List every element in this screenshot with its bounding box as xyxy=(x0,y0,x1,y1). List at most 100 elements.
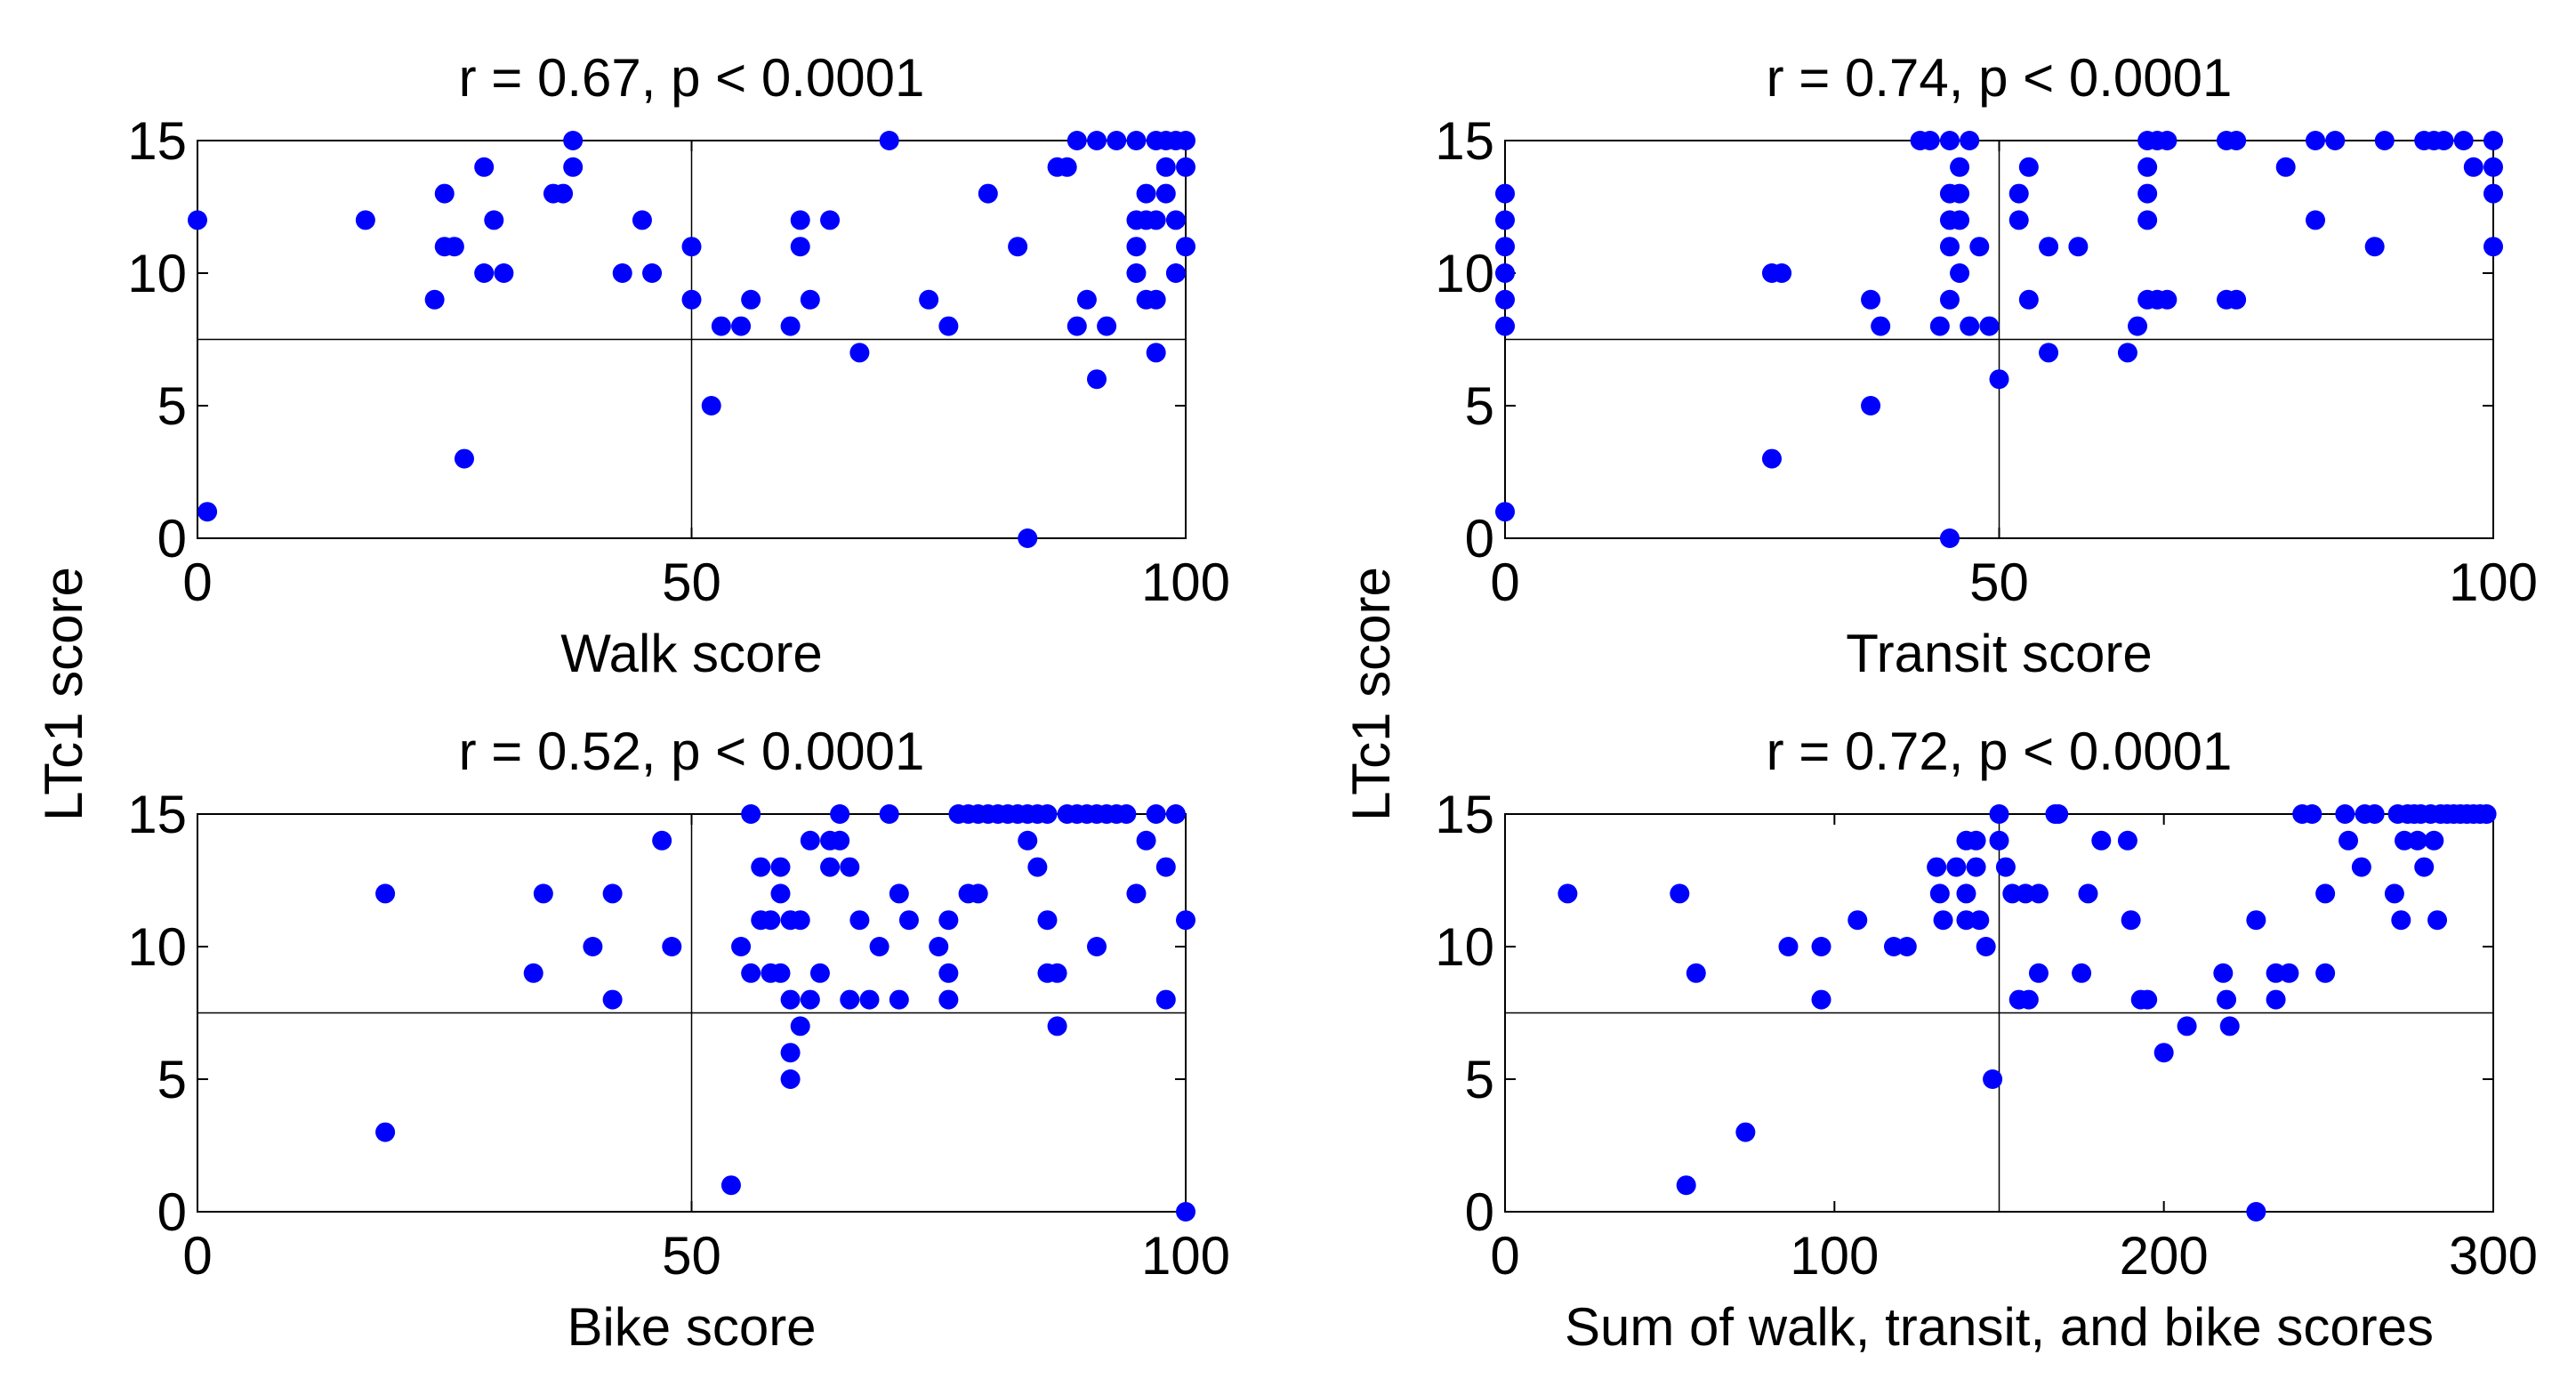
data-point xyxy=(2226,289,2247,310)
data-point xyxy=(978,183,998,204)
data-point xyxy=(355,210,375,230)
data-point xyxy=(1087,937,1107,956)
data-point xyxy=(1495,316,1515,336)
data-point xyxy=(1165,263,1186,283)
data-point xyxy=(2315,963,2336,983)
y-tick-label: 0 xyxy=(1465,509,1494,569)
data-point xyxy=(2325,131,2346,150)
data-point xyxy=(2049,804,2069,824)
data-point xyxy=(2414,857,2435,877)
data-point xyxy=(484,210,504,230)
data-point xyxy=(1761,448,1782,469)
data-point xyxy=(1927,857,1947,877)
data-point xyxy=(1989,830,2009,851)
data-point xyxy=(1969,237,1990,257)
data-point xyxy=(434,183,455,204)
data-point xyxy=(2028,963,2049,983)
y-tick-label: 10 xyxy=(1435,244,1494,303)
data-point xyxy=(2483,183,2503,204)
data-point xyxy=(2302,804,2322,824)
data-point xyxy=(2453,131,2474,150)
data-point xyxy=(938,316,959,336)
data-point xyxy=(1146,289,1166,310)
data-point xyxy=(919,289,939,310)
data-point xyxy=(1772,263,1792,283)
data-point xyxy=(1165,210,1186,230)
data-point xyxy=(2391,910,2411,931)
data-point xyxy=(1126,237,1147,257)
data-point xyxy=(1136,830,1156,851)
data-point xyxy=(2476,804,2497,824)
y-tick-label: 15 xyxy=(1435,111,1494,171)
data-point xyxy=(820,210,841,230)
data-point xyxy=(2137,989,2158,1010)
data-point xyxy=(2008,210,2029,230)
data-point xyxy=(1037,910,1058,931)
data-point xyxy=(879,804,899,824)
data-point xyxy=(938,963,959,983)
data-point xyxy=(800,830,820,851)
data-point xyxy=(197,502,218,522)
x-tick-label: 100 xyxy=(1141,552,1230,612)
data-point xyxy=(1969,910,1990,931)
data-point xyxy=(602,883,623,904)
data-point xyxy=(1939,237,1960,257)
plot-marks: 0 50 100 0 5 10 15 xyxy=(127,785,1230,1286)
data-point xyxy=(761,910,781,931)
x-axis-label: Walk score xyxy=(560,624,823,683)
y-tick-label: 0 xyxy=(1465,1182,1494,1242)
plot-marks: 0 50 100 0 5 10 15 xyxy=(127,111,1230,612)
data-point xyxy=(1495,183,1515,204)
data-point xyxy=(2351,857,2371,877)
data-point xyxy=(2219,1016,2240,1036)
data-point xyxy=(1960,131,1980,150)
data-point xyxy=(533,883,553,904)
y-axis-label-middle: LTc1 score xyxy=(1341,567,1401,821)
data-point xyxy=(1950,157,1970,177)
data-point xyxy=(820,857,841,877)
data-point xyxy=(770,963,791,983)
data-point xyxy=(1495,289,1515,310)
data-point xyxy=(2384,883,2404,904)
y-tick-label: 10 xyxy=(1435,917,1494,977)
data-point xyxy=(681,289,702,310)
data-point xyxy=(1929,883,1950,904)
panel-transit-score: r = 0.74, p < 0.0001 Transit score 0 50 10… xyxy=(1435,48,2538,683)
data-point xyxy=(2157,289,2178,310)
data-point xyxy=(563,157,584,177)
x-tick-label: 100 xyxy=(1790,1226,1879,1286)
data-point xyxy=(1939,528,1960,548)
data-point xyxy=(800,289,820,310)
data-point xyxy=(2407,830,2427,851)
data-point xyxy=(1176,1202,1195,1222)
data-point xyxy=(1107,131,1127,150)
data-point xyxy=(1047,963,1067,983)
panel-walk-score: r = 0.67, p < 0.0001 Walk score 0 50 100 0 5… xyxy=(127,48,1230,683)
data-point xyxy=(2137,157,2158,177)
data-point xyxy=(632,210,652,230)
data-point xyxy=(2427,910,2448,931)
y-tick-label: 5 xyxy=(1465,1050,1494,1109)
plot-marks: 0 50 100 0 5 10 15 xyxy=(1435,111,2538,612)
x-tick-label: 0 xyxy=(1490,552,1519,612)
data-point xyxy=(731,316,752,336)
y-tick-label: 10 xyxy=(127,244,187,303)
data-point xyxy=(2068,237,2089,257)
data-point xyxy=(879,131,899,150)
data-point xyxy=(1155,157,1176,177)
data-point xyxy=(2434,131,2454,150)
data-point xyxy=(2018,989,2039,1010)
data-point xyxy=(2177,1016,2197,1036)
data-point xyxy=(494,263,514,283)
data-point xyxy=(859,989,880,1010)
data-point xyxy=(1670,883,1690,904)
data-point xyxy=(553,183,574,204)
data-point xyxy=(1950,263,1970,283)
data-point xyxy=(2246,1202,2266,1222)
data-point xyxy=(1976,937,1996,956)
data-point xyxy=(1676,1175,1696,1196)
data-point xyxy=(188,210,207,230)
plot-marks: 0 100 200 300 0 5 10 15 xyxy=(1435,785,2538,1286)
data-point xyxy=(780,316,801,336)
data-point xyxy=(1126,263,1147,283)
